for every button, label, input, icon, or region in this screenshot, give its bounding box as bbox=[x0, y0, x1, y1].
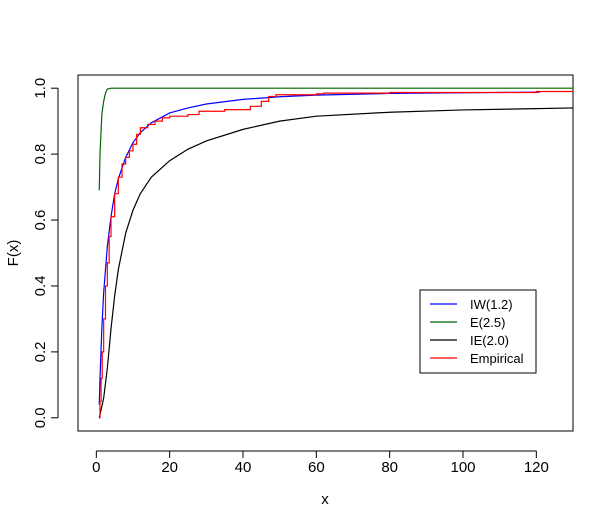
y-tick-label: 0.0 bbox=[32, 407, 49, 428]
x-tick-label: 60 bbox=[308, 459, 325, 476]
x-axis: 0 20 40 60 80 100 120 bbox=[92, 450, 549, 476]
legend-label: E(2.5) bbox=[470, 315, 505, 330]
plot-area bbox=[98, 87, 574, 419]
y-tick-label: 0.8 bbox=[32, 144, 49, 165]
series-line-empirical bbox=[99, 90, 573, 419]
legend: IW(1.2) E(2.5) IE(2.0) Empirical bbox=[419, 289, 537, 374]
legend-label: IW(1.2) bbox=[470, 297, 513, 312]
plot-frame bbox=[77, 74, 574, 432]
y-axis: 0.0 0.2 0.4 0.6 0.8 1.0 bbox=[32, 78, 59, 428]
series-line-ie-2-0 bbox=[98, 107, 574, 418]
y-tick-label: 0.4 bbox=[32, 276, 49, 297]
legend-box bbox=[419, 289, 537, 374]
y-axis-title: F(x) bbox=[5, 240, 22, 267]
series-line-e-2-5 bbox=[98, 87, 573, 191]
legend-label: IE(2.0) bbox=[470, 333, 509, 348]
x-axis-title: x bbox=[321, 491, 329, 508]
legend-label: Empirical bbox=[470, 351, 524, 366]
x-tick-label: 20 bbox=[161, 459, 178, 476]
y-tick-label: 0.2 bbox=[32, 341, 49, 362]
x-tick-label: 40 bbox=[235, 459, 252, 476]
y-tick-label: 0.6 bbox=[32, 210, 49, 231]
x-tick-label: 100 bbox=[450, 459, 475, 476]
y-tick-label: 1.0 bbox=[32, 78, 49, 99]
x-tick-label: 120 bbox=[524, 459, 549, 476]
x-tick-label: 0 bbox=[92, 459, 100, 476]
x-tick-label: 80 bbox=[381, 459, 398, 476]
